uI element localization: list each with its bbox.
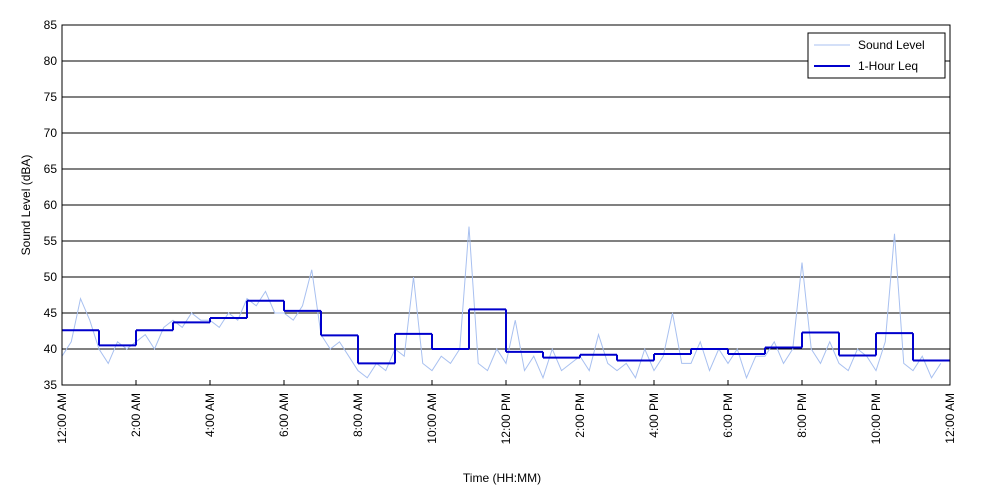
x-tick-label: 4:00 AM [203, 393, 217, 437]
x-tick-label: 4:00 PM [647, 393, 661, 438]
legend-box [807, 32, 946, 79]
x-tick-label: 6:00 PM [721, 393, 735, 438]
y-tick-label: 65 [44, 162, 58, 176]
x-tick-label: 10:00 AM [425, 393, 439, 444]
x-tick-label: 8:00 PM [795, 393, 809, 438]
y-tick-label: 35 [44, 378, 58, 392]
x-axis-label: Time (HH:MM) [463, 471, 541, 485]
x-tick-label: 2:00 AM [129, 393, 143, 437]
y-tick-label: 60 [44, 198, 58, 212]
legend-label: Sound Level [858, 38, 925, 52]
x-tick-label: 8:00 AM [351, 393, 365, 437]
y-tick-label: 75 [44, 90, 58, 104]
y-tick-label: 40 [44, 342, 58, 356]
sound-level-line [62, 226, 942, 380]
x-tick-label: 12:00 AM [55, 393, 69, 444]
y-tick-label: 85 [44, 18, 58, 32]
y-tick-label: 70 [44, 126, 58, 140]
y-tick-label: 80 [44, 54, 58, 68]
y-tick-label: 45 [44, 306, 58, 320]
x-tick-label: 10:00 PM [869, 393, 883, 444]
y-tick-label: 55 [44, 234, 58, 248]
y-tick-label: 50 [44, 270, 58, 284]
x-tick-label: 12:00 AM [943, 393, 957, 444]
x-tick-label: 12:00 PM [499, 393, 513, 444]
legend-label: 1-Hour Leq [858, 59, 918, 73]
x-tick-label: 2:00 PM [573, 393, 587, 438]
plot-frame [61, 24, 951, 386]
y-axis-label: Sound Level (dBA) [19, 155, 33, 256]
x-tick-label: 6:00 AM [277, 393, 291, 437]
